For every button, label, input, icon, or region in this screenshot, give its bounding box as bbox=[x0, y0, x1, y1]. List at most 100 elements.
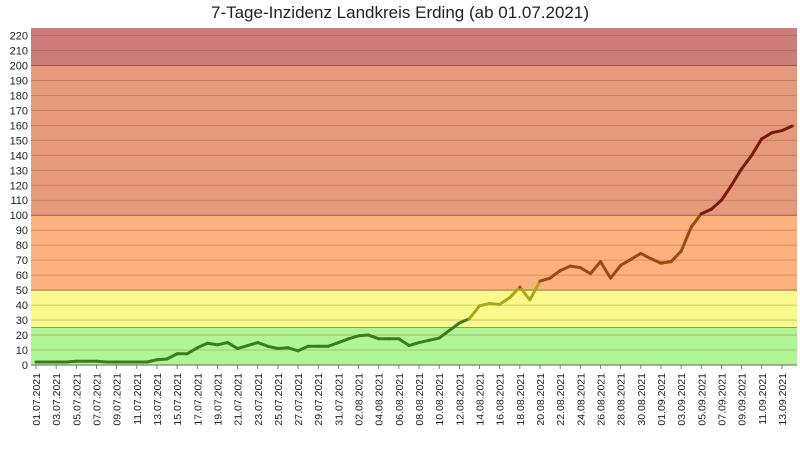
x-tick-label: 16.08.2021 bbox=[495, 373, 507, 426]
y-tick-label: 150 bbox=[10, 135, 28, 147]
series-segment bbox=[770, 129, 784, 135]
data-point bbox=[417, 341, 421, 344]
x-tick-label: 04.08.2021 bbox=[374, 373, 386, 426]
data-point bbox=[558, 269, 562, 273]
data-point bbox=[246, 344, 250, 347]
data-point bbox=[216, 343, 219, 347]
data-point bbox=[468, 317, 471, 320]
series-segment bbox=[266, 344, 280, 351]
x-tick-label: 20.08.2021 bbox=[535, 373, 547, 426]
x-tick-label: 09.09.2021 bbox=[737, 373, 749, 426]
x-tick-label: 27.07.2021 bbox=[293, 373, 305, 426]
series-segment bbox=[609, 263, 623, 280]
data-point bbox=[750, 153, 754, 157]
data-point bbox=[478, 304, 481, 308]
series-segment bbox=[64, 359, 78, 364]
x-axis-ticks: 01.07.2021 03.07.2021 05.07.2021 07.07.2021… bbox=[31, 365, 789, 426]
x-tick-label: 01.07.2021 bbox=[31, 373, 43, 426]
x-tick-label: 31.07.2021 bbox=[333, 373, 345, 426]
x-tick-label: 09.07.2021 bbox=[112, 373, 124, 426]
data-point bbox=[488, 302, 491, 305]
x-tick-label: 23.07.2021 bbox=[253, 373, 265, 426]
x-tick-label: 13.09.2021 bbox=[777, 373, 789, 426]
data-point bbox=[357, 334, 360, 338]
series-segment bbox=[558, 264, 572, 273]
data-point bbox=[387, 337, 391, 341]
series-segment bbox=[498, 296, 512, 306]
series-segment bbox=[750, 137, 764, 157]
data-point bbox=[306, 344, 310, 348]
data-point bbox=[85, 359, 88, 363]
x-tick-label: 08.08.2021 bbox=[414, 373, 426, 426]
y-tick-label: 110 bbox=[10, 195, 28, 207]
x-tick-label: 07.07.2021 bbox=[91, 373, 103, 426]
band-100-200 bbox=[31, 65, 797, 216]
data-point bbox=[457, 321, 461, 325]
data-point bbox=[568, 264, 572, 268]
data-point bbox=[578, 266, 582, 270]
series-segment bbox=[629, 251, 643, 261]
x-tick-label: 30.08.2021 bbox=[636, 373, 648, 426]
y-tick-label: 200 bbox=[10, 60, 28, 72]
x-tick-label: 28.08.2021 bbox=[616, 373, 628, 426]
series-segment bbox=[155, 357, 169, 362]
y-tick-label: 90 bbox=[16, 225, 28, 237]
series-segment bbox=[185, 346, 199, 356]
data-point bbox=[619, 263, 623, 267]
y-axis-ticks: 0 10 20 30 40 50 60 70 80 90 100 110 120 130 140 150 160… bbox=[10, 30, 28, 372]
series-segment bbox=[195, 341, 209, 350]
data-point bbox=[609, 276, 612, 280]
data-point bbox=[639, 252, 643, 255]
series-segment bbox=[417, 338, 431, 345]
y-tick-label: 20 bbox=[16, 330, 28, 342]
series-segment bbox=[528, 279, 542, 302]
series-segment bbox=[276, 346, 290, 351]
series-segment bbox=[478, 302, 492, 308]
series-segment bbox=[326, 341, 340, 348]
data-point bbox=[175, 352, 179, 356]
x-tick-label: 12.08.2021 bbox=[454, 373, 466, 426]
series-segment bbox=[437, 329, 451, 340]
y-tick-label: 0 bbox=[22, 360, 28, 372]
data-point bbox=[54, 360, 58, 364]
data-point bbox=[720, 198, 723, 202]
gridlines bbox=[31, 35, 797, 366]
data-point bbox=[316, 344, 320, 348]
data-point bbox=[649, 257, 653, 261]
y-tick-label: 60 bbox=[16, 270, 28, 282]
series-segment bbox=[467, 304, 482, 321]
band-50-100 bbox=[31, 215, 797, 291]
data-point bbox=[44, 360, 48, 364]
series-segment bbox=[286, 346, 300, 353]
data-point bbox=[367, 333, 371, 337]
series-segment bbox=[165, 352, 179, 361]
y-tick-label: 190 bbox=[10, 75, 28, 87]
series-segment bbox=[236, 344, 250, 351]
series-segment bbox=[336, 337, 350, 345]
series-segment bbox=[427, 336, 441, 342]
data-point bbox=[780, 129, 784, 132]
band-25-50 bbox=[31, 290, 797, 328]
y-tick-label: 120 bbox=[10, 180, 28, 192]
band-200-225 bbox=[31, 28, 797, 66]
y-tick-label: 10 bbox=[16, 345, 28, 357]
y-tick-label: 130 bbox=[10, 165, 28, 177]
series-segment bbox=[780, 124, 794, 133]
x-tick-label: 17.07.2021 bbox=[192, 373, 204, 426]
y-tick-label: 140 bbox=[10, 150, 28, 162]
series-segment bbox=[699, 207, 713, 216]
data-point bbox=[709, 207, 713, 211]
y-tick-label: 40 bbox=[16, 300, 28, 312]
x-tick-label: 03.09.2021 bbox=[676, 373, 688, 426]
y-tick-label: 30 bbox=[16, 315, 28, 327]
series-segment bbox=[548, 269, 562, 280]
chart-title: 7-Tage-Inzidenz Landkreis Erding (ab 01.… bbox=[211, 3, 589, 22]
x-tick-label: 03.07.2021 bbox=[51, 373, 63, 426]
series-segment bbox=[346, 334, 361, 341]
series-segment bbox=[397, 337, 411, 348]
series-segment bbox=[407, 341, 421, 348]
series-segment bbox=[357, 333, 371, 338]
y-tick-label: 100 bbox=[10, 210, 28, 222]
series-segment bbox=[669, 249, 683, 264]
x-tick-label: 05.09.2021 bbox=[696, 373, 708, 426]
